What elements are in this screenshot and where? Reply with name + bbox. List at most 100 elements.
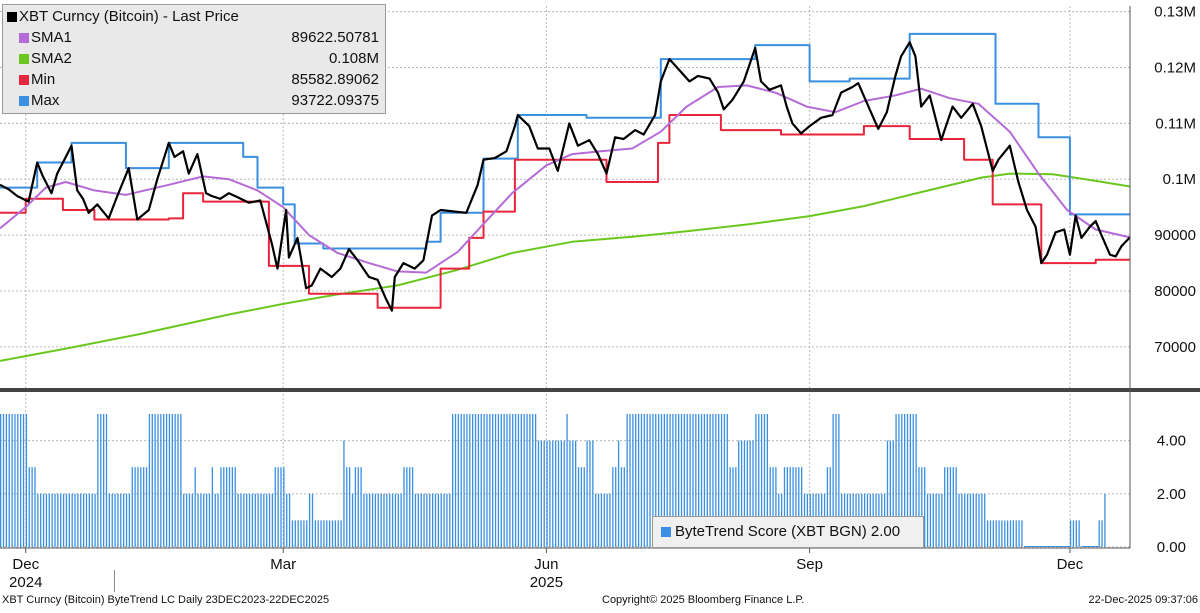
score-bar bbox=[580, 467, 583, 547]
score-bar bbox=[503, 413, 505, 547]
x-year-label: 2025 bbox=[530, 574, 563, 591]
score-bar bbox=[28, 467, 30, 547]
score-bar bbox=[783, 467, 786, 547]
score-bar bbox=[886, 440, 889, 547]
score-bar bbox=[228, 467, 231, 547]
score-bar bbox=[360, 467, 362, 547]
score-bar bbox=[51, 493, 53, 547]
score-bar bbox=[795, 467, 797, 547]
score-bar bbox=[77, 493, 79, 547]
score-bar bbox=[246, 493, 248, 547]
score-bar bbox=[54, 493, 56, 547]
score-bar bbox=[297, 520, 299, 547]
score-bar bbox=[308, 493, 311, 547]
score-bar bbox=[826, 467, 829, 547]
series-line-last-price bbox=[0, 41, 1131, 312]
score-bar bbox=[832, 413, 834, 547]
score-bar bbox=[320, 520, 322, 547]
score-bar bbox=[998, 520, 1000, 547]
score-bar bbox=[143, 467, 145, 547]
score-bar bbox=[655, 413, 657, 547]
x-month-label: Mar bbox=[270, 556, 296, 573]
score-bar bbox=[523, 413, 525, 547]
score-bar bbox=[20, 413, 22, 547]
score-bar bbox=[895, 413, 897, 547]
score-bar bbox=[672, 413, 674, 547]
score-bar bbox=[740, 440, 743, 547]
footer-timestamp: 22-Dec-2025 09:37:06 bbox=[1088, 594, 1198, 606]
score-bar bbox=[434, 493, 437, 547]
score-bar bbox=[1004, 520, 1006, 547]
score-bar bbox=[460, 413, 462, 547]
score-bar bbox=[62, 493, 65, 547]
price-y-tick-label: 90000 bbox=[1154, 227, 1196, 244]
price-y-tick-label: 0.13M bbox=[1154, 4, 1196, 21]
score-bar bbox=[557, 440, 560, 547]
x-month-label: Jun bbox=[534, 556, 558, 573]
score-bar bbox=[469, 413, 471, 547]
score-bar bbox=[102, 413, 105, 547]
score-bar bbox=[743, 440, 746, 547]
score-bar bbox=[397, 493, 399, 547]
score-bar bbox=[786, 467, 789, 547]
score-bar bbox=[14, 413, 16, 547]
score-bar bbox=[251, 493, 254, 547]
score-bar bbox=[915, 413, 917, 547]
score-bar bbox=[597, 493, 600, 547]
score-bar bbox=[595, 493, 597, 547]
score-bar bbox=[692, 413, 694, 547]
score-bar bbox=[898, 413, 900, 547]
score-bar bbox=[194, 467, 196, 547]
footer-left: XBT Curncy (Bitcoin) ByteTrend LC Daily … bbox=[2, 594, 330, 606]
score-bar bbox=[635, 413, 637, 547]
score-bar bbox=[274, 467, 276, 547]
score-bar bbox=[706, 413, 708, 547]
score-bar bbox=[512, 413, 514, 547]
score-bar bbox=[1001, 520, 1003, 547]
score-bar bbox=[755, 413, 757, 547]
score-bar bbox=[257, 493, 259, 547]
legend-swatch-max bbox=[19, 96, 29, 106]
score-bar bbox=[637, 413, 640, 547]
score-bar bbox=[226, 467, 228, 547]
score-bar bbox=[592, 440, 594, 547]
score-bar bbox=[463, 413, 465, 547]
score-bar bbox=[380, 493, 382, 547]
score-bar bbox=[145, 467, 148, 547]
score-bar bbox=[45, 493, 48, 547]
score-bar bbox=[280, 467, 282, 547]
score-bar bbox=[1098, 520, 1100, 547]
score-bar bbox=[735, 467, 737, 547]
score-bar bbox=[366, 493, 368, 547]
score-bar bbox=[632, 413, 634, 547]
legend-label-min: Min bbox=[31, 71, 56, 88]
score-bar bbox=[151, 413, 153, 547]
score-bar bbox=[1104, 493, 1106, 547]
score-bar bbox=[615, 467, 617, 547]
score-bar bbox=[120, 493, 122, 547]
score-bar bbox=[912, 413, 914, 547]
legend-value-sma1: 89622.50781 bbox=[291, 29, 379, 46]
score-bar bbox=[532, 413, 534, 547]
price-y-tick-label: 0.11M bbox=[1155, 115, 1196, 132]
score-bar bbox=[185, 493, 188, 547]
score-bar bbox=[374, 493, 377, 547]
score-bar bbox=[712, 413, 714, 547]
score-bar bbox=[420, 493, 422, 547]
score-bar bbox=[609, 493, 611, 547]
series-line-sma2 bbox=[0, 172, 1131, 362]
score-bar bbox=[317, 520, 319, 547]
score-bar bbox=[22, 413, 25, 547]
score-bar bbox=[663, 413, 665, 547]
legend-label-sma2: SMA2 bbox=[31, 50, 72, 67]
x-month-label: Dec bbox=[1057, 556, 1084, 573]
score-bar bbox=[763, 413, 766, 547]
score-bar bbox=[906, 413, 909, 547]
score-bar bbox=[540, 440, 542, 547]
score-bar bbox=[1101, 520, 1103, 547]
score-bar bbox=[577, 467, 580, 547]
score-bar bbox=[111, 493, 113, 547]
axes: 70000 80000 90000 0.1M 0.11M 0.12M 0.13M 0.00 2.… bbox=[0, 4, 1200, 592]
score-bar bbox=[328, 520, 331, 547]
score-bar bbox=[440, 493, 442, 547]
